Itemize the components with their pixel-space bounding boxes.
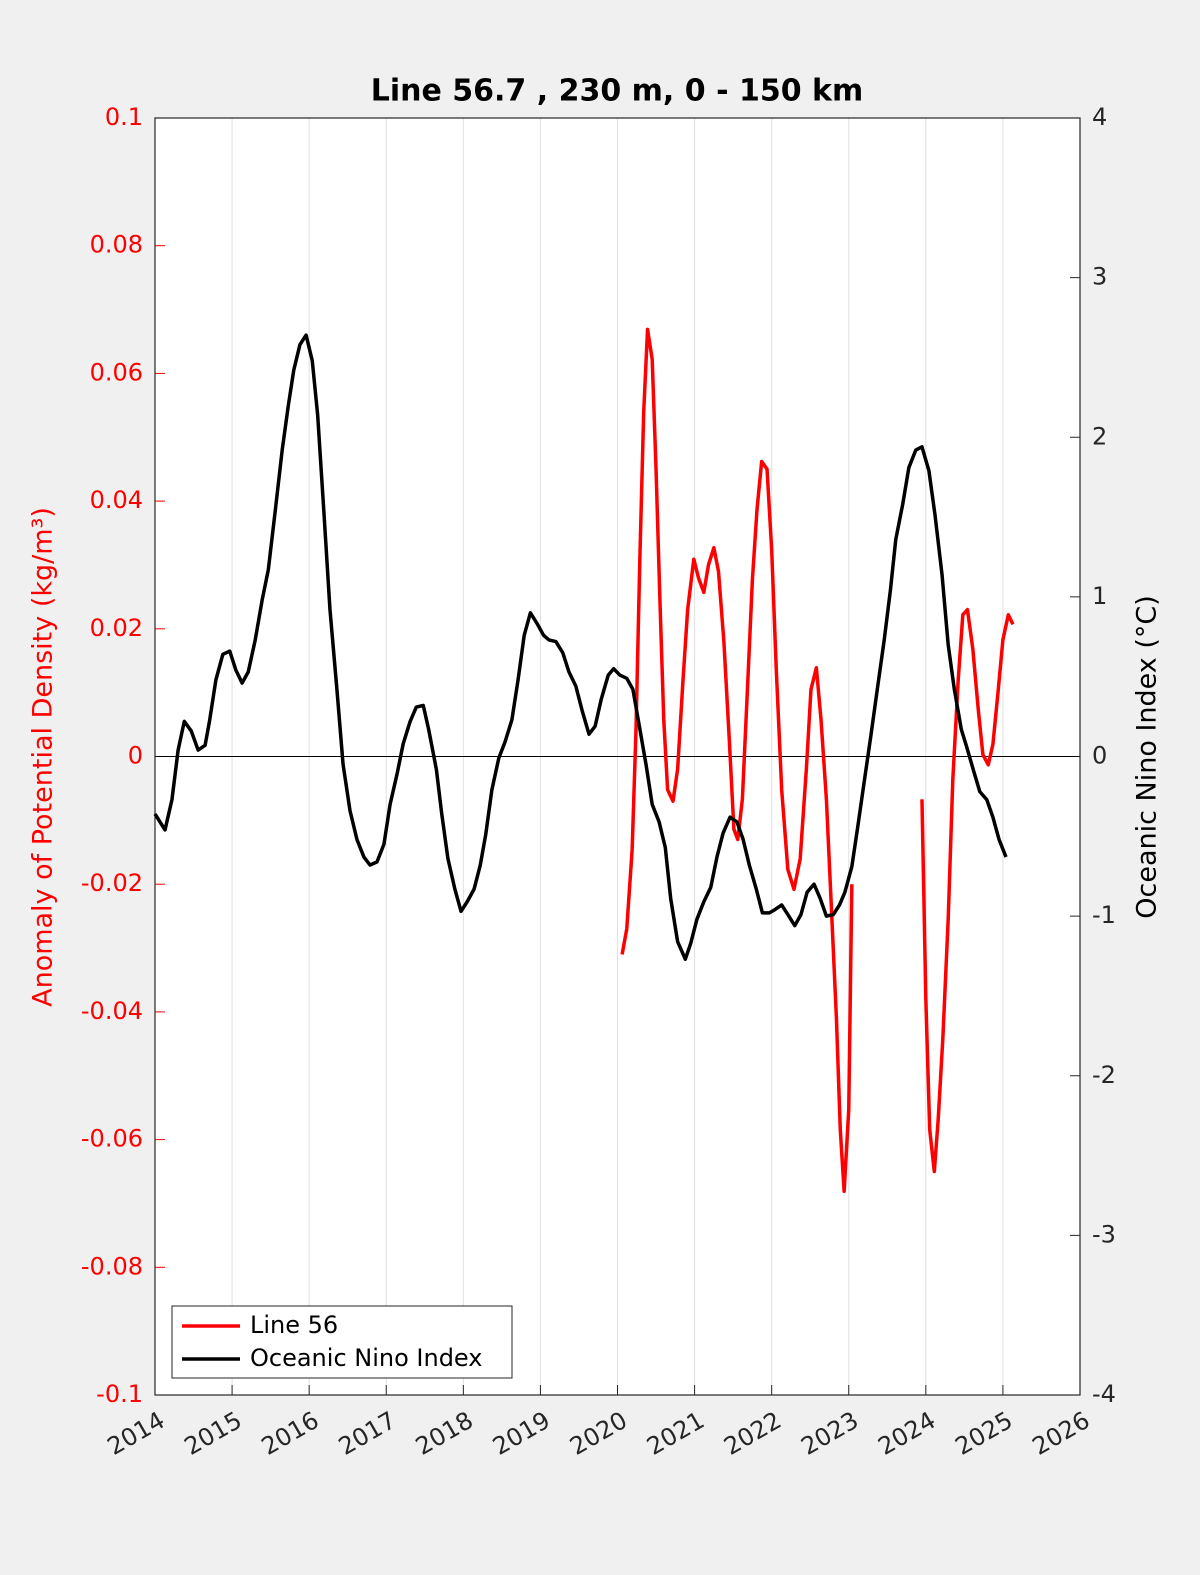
x-tick-label: 2019 <box>488 1406 555 1461</box>
legend-label: Line 56 <box>250 1311 338 1339</box>
x-tick-label: 2015 <box>180 1406 247 1461</box>
x-tick-label: 2023 <box>796 1406 863 1461</box>
y2-tick-label: 2 <box>1092 422 1107 450</box>
y-tick-label: -0.02 <box>81 869 143 897</box>
y-tick-label: 0 <box>128 742 143 770</box>
legend-label: Oceanic Nino Index <box>250 1344 482 1372</box>
legend-box <box>171 1305 513 1379</box>
y2-tick-label: 0 <box>1092 742 1107 770</box>
x-tick-label: 2024 <box>873 1406 940 1461</box>
x-tick-label: 2017 <box>334 1406 401 1461</box>
series-line <box>620 327 1015 1194</box>
chart-title: Line 56.7 , 230 m, 0 - 150 km <box>371 74 864 109</box>
y2-tick-label: 4 <box>1092 103 1107 131</box>
y2-tick-label: -2 <box>1092 1061 1116 1089</box>
y2-tick-label: -1 <box>1092 901 1116 929</box>
x-tick-label: 2016 <box>257 1406 324 1461</box>
legend: Line 56 Oceanic Nino Index <box>171 1305 513 1379</box>
x-tick-label: 2021 <box>642 1406 709 1461</box>
y2-tick-label: -4 <box>1092 1380 1116 1408</box>
y-tick-label: 0.06 <box>90 358 143 386</box>
x-tick-label: 2014 <box>103 1406 170 1461</box>
y2-axis-label: Oceanic Nino Index (°C) <box>1132 595 1163 919</box>
axes-box <box>154 117 1081 1396</box>
series-line <box>153 333 1008 961</box>
y2-tick-label: 1 <box>1092 582 1107 610</box>
x-tick-label: 2026 <box>1028 1406 1095 1461</box>
x-tick-label: 2018 <box>411 1406 478 1461</box>
y-tick-label: 0.04 <box>90 486 143 514</box>
x-tick-label: 2025 <box>951 1406 1018 1461</box>
y-tick-label: 0.08 <box>90 231 143 259</box>
y-tick-label: 0.1 <box>105 103 143 131</box>
y2-tick-label: -3 <box>1092 1220 1116 1248</box>
y-tick-label: -0.06 <box>81 1125 143 1153</box>
y-tick-label: -0.1 <box>96 1380 143 1408</box>
x-tick-label: 2020 <box>565 1406 632 1461</box>
y-tick-label: 0.02 <box>90 614 143 642</box>
y-axis-label: Anomaly of Potential Density (kg/m³) <box>28 507 59 1007</box>
x-tick-label: 2022 <box>719 1406 786 1461</box>
y-tick-label: -0.04 <box>81 997 143 1025</box>
y-tick-label: -0.08 <box>81 1252 143 1280</box>
y2-tick-label: 3 <box>1092 263 1107 291</box>
